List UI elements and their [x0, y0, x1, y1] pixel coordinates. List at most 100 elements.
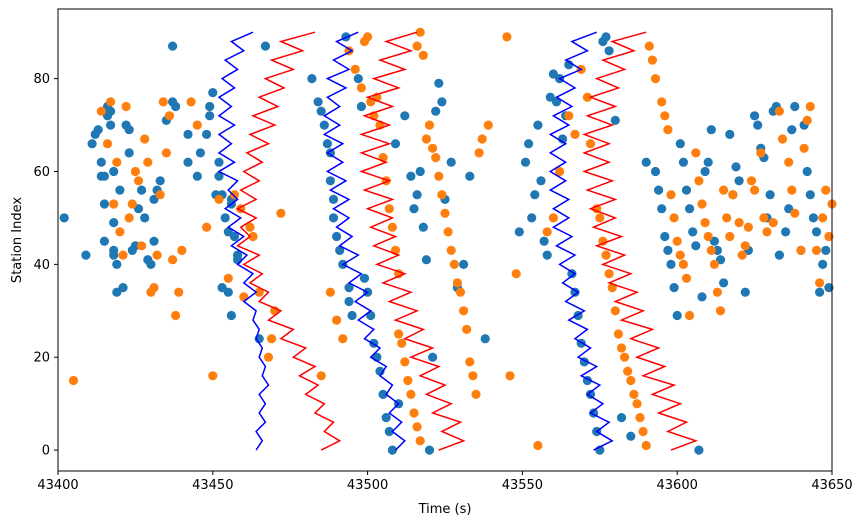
x-tick-label: 43550 — [502, 478, 543, 493]
scatter-point — [725, 129, 735, 139]
y-tick-label: 0 — [42, 444, 50, 459]
scatter-point — [239, 292, 249, 302]
scatter-point — [174, 287, 184, 297]
scatter-point — [818, 259, 828, 269]
scatter-point — [81, 250, 91, 260]
scatter-point — [229, 190, 240, 200]
scatter-point — [171, 310, 181, 321]
scatter-point — [743, 222, 754, 232]
scatter-point — [421, 134, 431, 144]
scatter-point — [124, 125, 134, 135]
scatter-point — [703, 157, 713, 167]
scatter-point — [226, 310, 236, 321]
scatter-point — [403, 375, 413, 386]
scatter-point — [418, 50, 428, 61]
scatter-point — [195, 148, 205, 158]
scatter-point — [140, 134, 150, 144]
scatter-point — [406, 389, 416, 399]
scatter-point — [824, 283, 834, 293]
scatter-point — [641, 157, 651, 167]
scatter-point — [124, 148, 134, 158]
scatter-point — [555, 166, 565, 177]
scatter-point — [601, 250, 611, 260]
scatter-point — [675, 250, 685, 260]
scatter-point — [821, 245, 831, 255]
scatter-point — [666, 259, 676, 269]
scatter-point — [592, 204, 602, 214]
scatter-point — [459, 259, 469, 269]
scatter-point — [818, 213, 828, 223]
scatter-point — [697, 292, 707, 302]
x-axis-label: Time (s) — [418, 502, 472, 517]
scatter-point — [412, 190, 422, 200]
scatter-point — [223, 273, 233, 283]
scatter-point — [672, 236, 682, 246]
scatter-point — [452, 278, 462, 288]
y-tick-label: 80 — [33, 72, 50, 87]
scatter-point — [811, 245, 822, 255]
scatter-point — [799, 143, 809, 153]
scatter-point — [632, 399, 642, 409]
scatter-point — [440, 208, 450, 218]
scatter-point — [694, 445, 704, 455]
scatter-point — [570, 287, 580, 297]
scatter-point — [774, 106, 785, 116]
scatter-point — [99, 199, 109, 209]
scatter-point — [641, 440, 651, 451]
scatter-point — [465, 171, 475, 181]
scatter-point — [644, 41, 654, 51]
scatter-point — [616, 413, 627, 423]
scatter-point — [660, 231, 670, 242]
scatter-point — [511, 269, 521, 279]
scatter-point — [254, 287, 264, 297]
x-tick-label: 43400 — [37, 478, 78, 493]
scatter-point — [582, 92, 593, 102]
scatter-point — [205, 111, 215, 121]
scatter-point — [161, 148, 171, 158]
scatter-point — [446, 157, 456, 167]
scatter-point — [168, 255, 178, 265]
scatter-point — [322, 139, 332, 149]
scatter-point — [412, 41, 422, 51]
scatter-point — [130, 166, 140, 177]
scatter-point — [691, 241, 701, 251]
scatter-point — [802, 115, 812, 125]
scatter-point — [353, 74, 363, 84]
scatter-point — [685, 204, 695, 214]
series-layer — [59, 27, 837, 455]
scatter-point — [214, 157, 224, 167]
scatter-point — [477, 134, 487, 144]
x-tick-label: 43500 — [347, 478, 388, 493]
scatter-point — [672, 310, 682, 321]
scatter-point — [585, 139, 596, 149]
scatter-point — [790, 208, 800, 218]
scatter-point — [520, 157, 531, 167]
scatter-point — [155, 190, 165, 200]
scatter-point — [675, 139, 685, 149]
scatter-point — [424, 445, 435, 455]
scatter-point — [567, 269, 577, 279]
scatter-point — [99, 236, 109, 246]
scatter-point — [787, 185, 797, 195]
scatter-point — [681, 185, 692, 195]
scatter-point — [654, 185, 664, 195]
scatter-point — [183, 129, 193, 139]
scatter-point — [722, 213, 732, 223]
scatter-point — [133, 176, 144, 186]
scatter-point — [635, 413, 645, 423]
scatter-point — [328, 194, 339, 204]
scatter-point — [551, 97, 562, 107]
scatter-point — [356, 83, 366, 93]
scatter-point — [378, 389, 388, 399]
scatter-point — [387, 222, 397, 232]
scatter-point — [765, 190, 775, 200]
scatter-point — [768, 218, 778, 228]
scatter-point — [99, 171, 109, 181]
scatter-point — [728, 190, 738, 200]
scatter-point — [533, 120, 543, 130]
scatter-point — [431, 106, 441, 116]
scatter-point — [307, 74, 317, 84]
scatter-point — [542, 250, 552, 260]
scatter-point — [412, 422, 422, 432]
scatter-point — [746, 176, 757, 186]
